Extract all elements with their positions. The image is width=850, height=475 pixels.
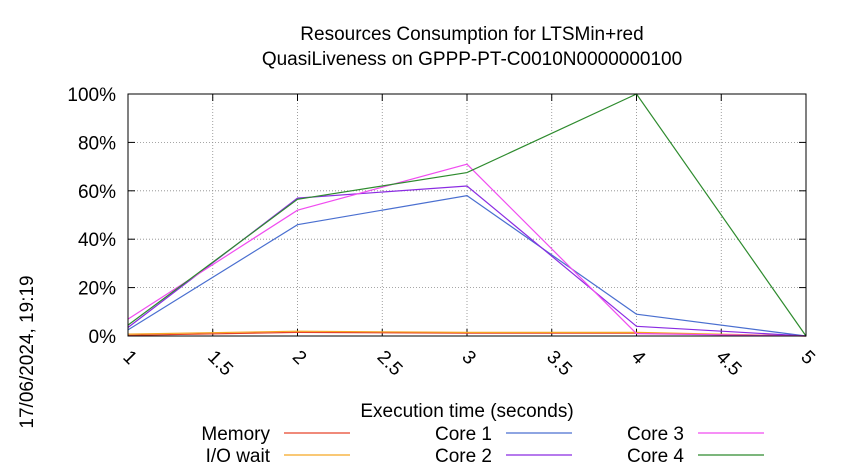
series-line-core-3 — [127, 163, 807, 337]
x-tick-label: 3 — [457, 347, 479, 369]
x-tick-label: 4.5 — [712, 347, 746, 381]
x-tick-label: 3.5 — [542, 347, 576, 381]
x-axis-ticks: 1 1.5 2 2.5 3 3.5 4 4.5 5 — [118, 94, 819, 381]
series-line-core-4 — [127, 93, 807, 337]
legend-label-memory: Memory — [201, 424, 270, 445]
legend-label-core-3: Core 3 — [627, 424, 684, 445]
legend-label-core-1: Core 1 — [435, 424, 492, 445]
y-tick-label: 80% — [78, 133, 116, 154]
x-tick-label: 1.5 — [203, 347, 237, 381]
x-tick-label: 4 — [627, 347, 650, 370]
x-tick-label: 2.5 — [373, 347, 407, 381]
series-line-i-o-wait — [127, 330, 807, 337]
x-tick-label: 1 — [118, 347, 140, 369]
y-tick-label: 0% — [89, 327, 117, 348]
y-tick-label: 60% — [78, 182, 116, 203]
y-tick-label: 40% — [78, 230, 116, 251]
series-lines — [127, 93, 807, 337]
chart-title-line-2: QuasiLiveness on GPPP-PT-C0010N000000010… — [262, 49, 682, 70]
x-tick-label: 5 — [796, 347, 818, 369]
series-line-core-1 — [127, 194, 807, 337]
legend-label-i-o-wait: I/O wait — [206, 446, 271, 467]
y-tick-label: 100% — [67, 85, 116, 106]
plot-frame — [127, 93, 807, 337]
y-axis-ticks: 0% 20% 40% 60% 80% 100% — [67, 85, 806, 348]
legend-label-core-4: Core 4 — [627, 446, 684, 467]
timestamp-label: 17/06/2024, 19:19 — [17, 275, 38, 428]
chart-title-line-1: Resources Consumption for LTSMin+red — [300, 24, 643, 45]
x-axis-label: Execution time (seconds) — [360, 401, 573, 422]
grid — [128, 94, 806, 336]
y-tick-label: 20% — [78, 279, 116, 300]
x-tick-label: 2 — [288, 347, 310, 369]
legend-label-core-2: Core 2 — [435, 446, 492, 467]
